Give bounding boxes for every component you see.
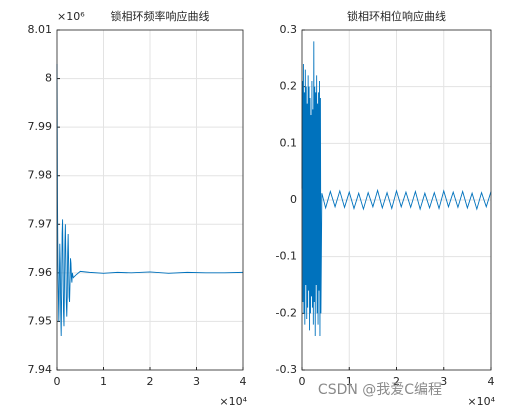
x-tick-label: 3 [193,375,200,388]
y-tick-label: 0.2 [280,80,298,93]
axes-box [301,29,492,371]
x-exponent: ×10⁴ [219,395,247,408]
x-exponent: ×10⁴ [467,395,495,408]
y-tick-label: 7.97 [28,217,53,230]
y-exponent: ×10⁶ [57,10,85,23]
x-tick-label: 2 [393,375,400,388]
y-tick-label: 0.3 [280,23,298,36]
x-tick-label: 4 [488,375,495,388]
x-tick-label: 4 [240,375,247,388]
chart-title: 锁相环相位响应曲线 [347,9,446,23]
y-tick-label: -0.3 [276,363,297,376]
x-tick-label: 3 [440,375,447,388]
data-line [56,63,244,337]
axes-box [56,29,244,371]
x-tick-label: 1 [346,375,353,388]
y-tick-label: 0.1 [280,136,298,149]
y-tick-label: 0 [290,193,297,206]
data-line [301,41,492,337]
y-tick-label: 7.96 [28,266,53,279]
chart-title: 锁相环频率响应曲线 [111,9,210,23]
y-tick-label: 8.01 [28,23,53,36]
y-tick-label: 7.94 [28,363,53,376]
y-tick-label: -0.2 [276,306,297,319]
y-tick-label: 7.99 [28,120,53,133]
x-tick-label: 1 [100,375,107,388]
x-tick-label: 2 [147,375,154,388]
y-tick-label: 7.95 [28,314,53,327]
y-tick-label: 8 [45,72,52,85]
y-tick-label: 7.98 [28,169,53,182]
watermark: CSDN @我爱C编程 [318,382,442,398]
x-tick-label: 0 [299,375,306,388]
y-tick-label: -0.1 [276,250,297,263]
x-tick-label: 0 [54,375,61,388]
